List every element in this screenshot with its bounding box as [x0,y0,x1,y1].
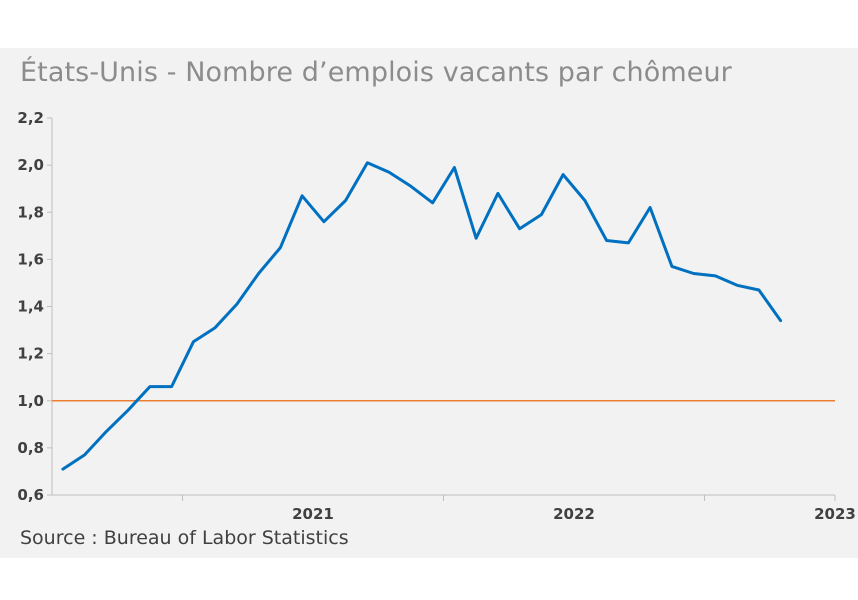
y-tick-label: 1,4 [17,298,44,316]
y-tick-label: 1,0 [17,392,44,410]
y-tick-label: 1,8 [17,203,44,221]
y-tick-label: 2,2 [17,109,44,127]
y-tick-label: 0,8 [17,439,44,457]
series-line [63,163,781,469]
y-tick-label: 0,6 [17,486,44,504]
y-tick-label: 1,2 [17,345,44,363]
source-note: Source : Bureau of Labor Statistics [20,527,349,549]
y-tick-label: 2,0 [17,156,44,174]
y-tick-label: 1,6 [17,250,44,268]
x-axis: 2021 2022 2023 [52,495,856,523]
x-tick-label: 2023 [814,505,856,523]
x-tick-label: 2021 [292,505,334,523]
x-tick-label: 2022 [553,505,595,523]
plot-area [52,163,835,469]
y-axis: 0,6 0,8 1,0 1,2 1,4 1,6 1,8 2,0 2,2 [17,109,52,504]
